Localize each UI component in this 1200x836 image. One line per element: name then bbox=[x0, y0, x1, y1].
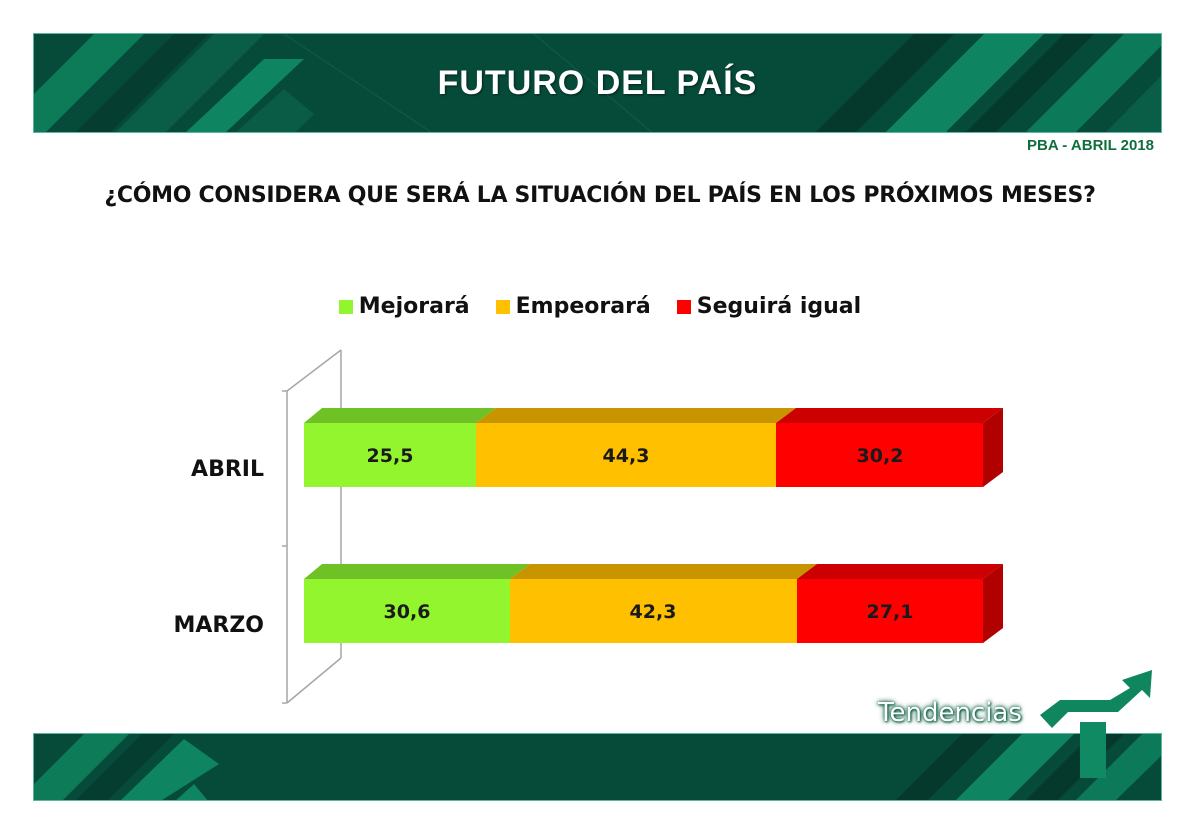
value-label: 27,1 bbox=[867, 601, 914, 623]
legend-label: Mejorará bbox=[358, 294, 470, 319]
legend-item-empeorara: Empeorará bbox=[495, 294, 651, 319]
value-label: 30,6 bbox=[384, 601, 431, 623]
page-title: FUTURO DEL PAÍS bbox=[437, 63, 758, 102]
legend-label: Seguirá igual bbox=[696, 294, 862, 319]
header-banner: FUTURO DEL PAÍS bbox=[33, 33, 1162, 133]
bar-segment-seguira-igual bbox=[776, 423, 983, 487]
value-label: 42,3 bbox=[630, 601, 677, 623]
category-label-abril: ABRIL bbox=[191, 457, 264, 482]
value-label: 25,5 bbox=[367, 445, 414, 467]
bar-marzo: 30,6 42,3 27,1 bbox=[304, 564, 1003, 643]
legend-item-seguira-igual: Seguirá igual bbox=[676, 294, 862, 319]
legend-swatch-green bbox=[338, 299, 353, 314]
value-label: 30,2 bbox=[857, 445, 904, 467]
chart-question-title: ¿CÓMO CONSIDERA QUE SERÁ LA SITUACIÓN DE… bbox=[104, 183, 1096, 208]
bar-abril: 25,5 44,3 30,2 bbox=[304, 408, 1003, 487]
category-label-marzo: MARZO bbox=[173, 613, 264, 638]
chart-legend: Mejorará Empeorará Seguirá igual bbox=[0, 294, 1200, 319]
legend-swatch-red bbox=[676, 299, 691, 314]
bar-segment-empeorara bbox=[510, 579, 797, 643]
bar-segment-seguira-igual bbox=[797, 579, 983, 643]
survey-date-label: PBA - ABRIL 2018 bbox=[1027, 137, 1154, 154]
legend-swatch-orange bbox=[495, 299, 510, 314]
legend-label: Empeorará bbox=[515, 294, 651, 319]
legend-item-mejorara: Mejorará bbox=[338, 294, 470, 319]
bar-segment-empeorara bbox=[476, 423, 776, 487]
banner-stripes-decoration bbox=[34, 34, 1161, 132]
bar-segment-mejorara bbox=[304, 579, 510, 643]
bar-segment-mejorara bbox=[304, 423, 476, 487]
value-label: 44,3 bbox=[603, 445, 650, 467]
brand-name: Tendencias bbox=[878, 698, 1022, 728]
